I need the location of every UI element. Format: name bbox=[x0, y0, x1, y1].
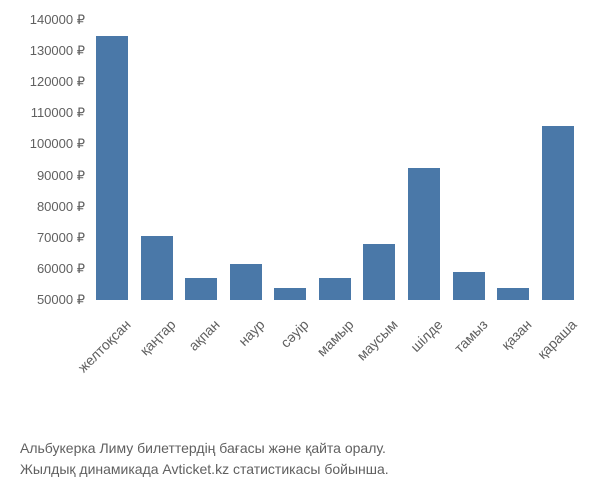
caption-line-2: Жылдық динамикада Avticket.kz статистика… bbox=[20, 459, 389, 480]
caption-line-1: Альбукерка Лиму билеттердің бағасы және … bbox=[20, 438, 389, 459]
bar bbox=[542, 126, 574, 300]
y-tick-label: 120000 ₽ bbox=[5, 74, 85, 90]
x-axis-labels: желтоқсанқаңтарақпаннаурсәуірмамырмаусым… bbox=[90, 305, 580, 425]
y-tick-label: 70000 ₽ bbox=[5, 230, 85, 246]
bar bbox=[408, 168, 440, 300]
chart-container: 50000 ₽60000 ₽70000 ₽80000 ₽90000 ₽10000… bbox=[90, 20, 580, 350]
y-tick-label: 90000 ₽ bbox=[5, 168, 85, 184]
y-tick-label: 110000 ₽ bbox=[5, 105, 85, 121]
chart-plot-area: 50000 ₽60000 ₽70000 ₽80000 ₽90000 ₽10000… bbox=[90, 20, 580, 300]
bar bbox=[319, 278, 351, 300]
y-tick-label: 60000 ₽ bbox=[5, 261, 85, 277]
bar bbox=[96, 36, 128, 300]
bar bbox=[497, 288, 529, 300]
y-tick-label: 140000 ₽ bbox=[5, 12, 85, 28]
bars-group bbox=[90, 20, 580, 300]
chart-caption: Альбукерка Лиму билеттердің бағасы және … bbox=[20, 438, 389, 480]
bar bbox=[453, 272, 485, 300]
y-axis: 50000 ₽60000 ₽70000 ₽80000 ₽90000 ₽10000… bbox=[5, 20, 85, 300]
bar bbox=[141, 236, 173, 300]
y-tick-label: 50000 ₽ bbox=[5, 292, 85, 308]
y-tick-label: 130000 ₽ bbox=[5, 43, 85, 59]
y-tick-label: 80000 ₽ bbox=[5, 199, 85, 215]
bar bbox=[363, 244, 395, 300]
bar bbox=[230, 264, 262, 300]
bar bbox=[185, 278, 217, 300]
y-tick-label: 100000 ₽ bbox=[5, 136, 85, 152]
bar bbox=[274, 288, 306, 300]
